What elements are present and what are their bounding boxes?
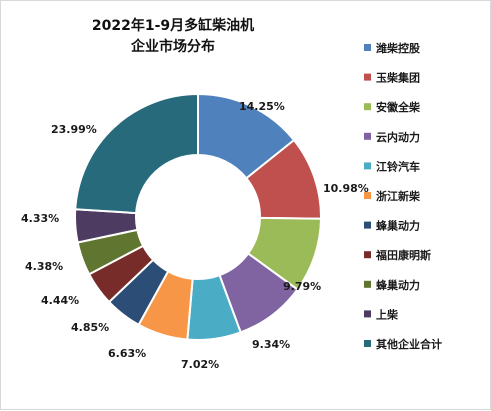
donut-slices [74, 92, 323, 341]
legend-swatch-8 [364, 251, 371, 259]
legend-swatch-7 [364, 221, 371, 229]
legend-swatch-3 [364, 103, 371, 111]
slice-label-4: 9.34% [252, 338, 290, 351]
legend-swatch-6 [364, 192, 371, 199]
slice-label-7: 4.85% [71, 321, 109, 334]
slice-label-9: 4.38% [25, 260, 63, 273]
legend-swatch-9 [364, 280, 371, 288]
legend-label-3: 安徽全柴 [376, 100, 421, 114]
chart-title-line-1: 2022年1-9月多缸柴油机 [92, 17, 254, 34]
legend-label-9: 蜂巢动力 [376, 278, 420, 292]
legend-label-2: 玉柴集团 [376, 71, 420, 85]
legend-label-10: 上柴 [376, 307, 399, 321]
legend-swatch-11 [364, 340, 371, 347]
slice-label-8: 4.44% [41, 294, 79, 307]
legend: 潍柴控股玉柴集团安徽全柴云内动力江铃汽车浙江新柴蜂巢动力福田康明斯蜂巢动力上柴其… [364, 41, 442, 351]
legend-swatch-1 [364, 44, 371, 51]
slice-label-3: 9.79% [283, 280, 321, 293]
slice-label-10: 4.33% [21, 212, 59, 225]
legend-label-8: 福田康明斯 [375, 248, 431, 262]
slice-label-5: 7.02% [181, 358, 219, 371]
legend-label-7: 蜂巢动力 [376, 219, 420, 233]
legend-label-11: 其他企业合计 [376, 337, 442, 351]
legend-swatch-4 [364, 132, 371, 140]
legend-swatch-2 [364, 73, 371, 81]
slice-label-6: 6.63% [108, 347, 146, 360]
slice-label-2: 10.98% [323, 182, 369, 195]
legend-swatch-10 [364, 310, 371, 318]
legend-label-4: 云内动力 [376, 130, 420, 144]
legend-label-6: 浙江新柴 [376, 189, 421, 203]
slice-label-11: 23.99% [51, 123, 97, 136]
legend-label-5: 江铃汽车 [376, 159, 420, 173]
chart-title-line-2: 企业市场分布 [130, 38, 215, 55]
slice-labels: 14.25% 10.98% 9.79% 9.34% 7.02% 6.63% 4.85% 4.4… [21, 100, 369, 371]
legend-label-1: 潍柴控股 [376, 41, 421, 55]
legend-swatch-5 [364, 162, 371, 170]
slice-label-1: 14.25% [239, 100, 285, 113]
donut-slice-11 [74, 92, 199, 215]
